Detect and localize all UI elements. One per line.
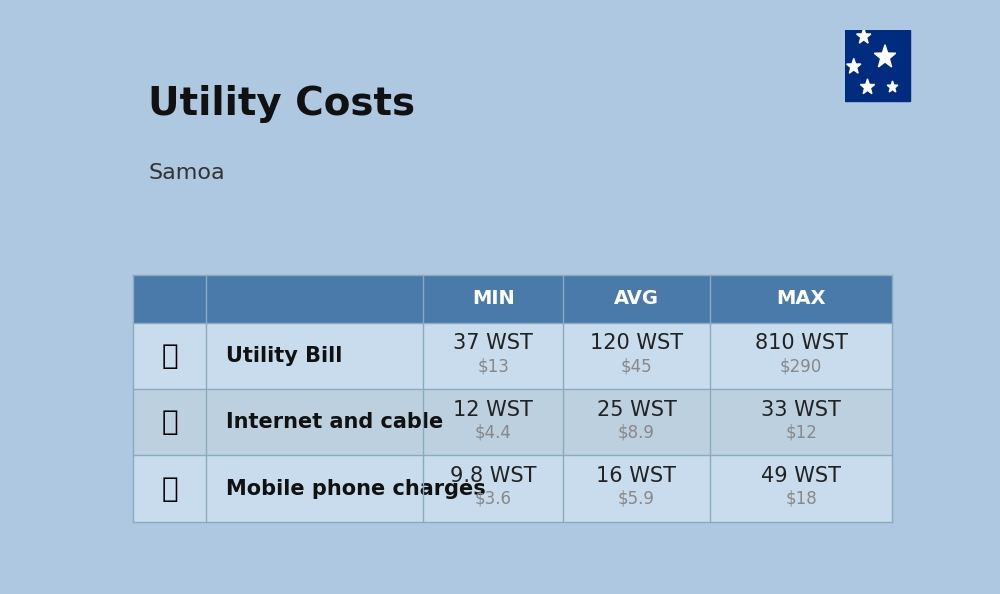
Text: $3.6: $3.6 bbox=[475, 489, 512, 508]
Text: 12 WST: 12 WST bbox=[453, 400, 533, 419]
Polygon shape bbox=[887, 81, 898, 92]
Text: 🔌: 🔌 bbox=[161, 342, 178, 370]
Text: 37 WST: 37 WST bbox=[453, 333, 533, 353]
Text: $18: $18 bbox=[785, 489, 817, 508]
Text: $4.4: $4.4 bbox=[475, 424, 512, 441]
Bar bbox=[710, 275, 892, 323]
Text: 49 WST: 49 WST bbox=[761, 466, 841, 486]
Bar bbox=[206, 389, 423, 456]
Text: Utility Costs: Utility Costs bbox=[148, 85, 415, 123]
Bar bbox=[710, 456, 892, 522]
Text: AVG: AVG bbox=[614, 289, 659, 308]
Bar bbox=[206, 456, 423, 522]
Bar bbox=[563, 275, 710, 323]
Text: MAX: MAX bbox=[776, 289, 826, 308]
Bar bbox=[206, 323, 423, 389]
Text: $13: $13 bbox=[477, 357, 509, 375]
Text: Utility Bill: Utility Bill bbox=[226, 346, 342, 366]
Text: Mobile phone charges: Mobile phone charges bbox=[226, 479, 486, 498]
Bar bbox=[133, 456, 206, 522]
Text: 25 WST: 25 WST bbox=[597, 400, 676, 419]
Text: $45: $45 bbox=[621, 357, 652, 375]
Polygon shape bbox=[857, 29, 871, 43]
Bar bbox=[423, 323, 563, 389]
Bar bbox=[710, 389, 892, 456]
Text: $290: $290 bbox=[780, 357, 822, 375]
Text: Samoa: Samoa bbox=[148, 163, 225, 183]
Text: 120 WST: 120 WST bbox=[590, 333, 683, 353]
Bar bbox=[423, 456, 563, 522]
Text: MIN: MIN bbox=[472, 289, 514, 308]
Text: 📡: 📡 bbox=[161, 408, 178, 437]
Text: $12: $12 bbox=[785, 424, 817, 441]
Bar bbox=[133, 275, 206, 323]
Text: 9.8 WST: 9.8 WST bbox=[450, 466, 536, 486]
Bar bbox=[563, 456, 710, 522]
Text: 810 WST: 810 WST bbox=[755, 333, 848, 353]
Bar bbox=[133, 323, 206, 389]
Polygon shape bbox=[874, 45, 896, 67]
Bar bbox=[423, 275, 563, 323]
Polygon shape bbox=[845, 30, 910, 101]
Text: $5.9: $5.9 bbox=[618, 489, 655, 508]
Bar bbox=[563, 389, 710, 456]
Bar bbox=[206, 275, 423, 323]
Bar bbox=[423, 389, 563, 456]
Text: 33 WST: 33 WST bbox=[761, 400, 841, 419]
Text: Internet and cable: Internet and cable bbox=[226, 412, 443, 432]
Text: 📱: 📱 bbox=[161, 475, 178, 503]
Polygon shape bbox=[847, 58, 861, 73]
Text: 16 WST: 16 WST bbox=[596, 466, 676, 486]
Bar bbox=[563, 323, 710, 389]
Text: $8.9: $8.9 bbox=[618, 424, 655, 441]
Polygon shape bbox=[860, 79, 875, 94]
Bar bbox=[710, 323, 892, 389]
Bar bbox=[133, 389, 206, 456]
